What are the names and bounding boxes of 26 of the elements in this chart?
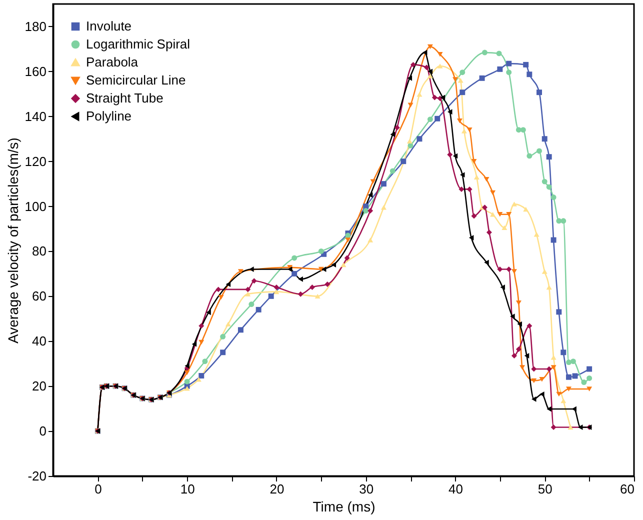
x-tick-label: 30 [359,482,374,496]
legend-label: Semicircular Line [86,72,186,88]
y-tick-label: 120 [24,154,46,169]
legend-label: Logarithmic Spiral [86,36,190,52]
y-axis-title: Average velocity of particles(m/s) [4,138,21,344]
x-tick-label: 60 [620,482,634,496]
legend-label: Straight Tube [86,90,164,106]
x-axis-title: Time (ms) [312,498,376,514]
y-tick-label: 40 [32,334,46,349]
legend-label: Parabola [86,54,139,70]
x-tick-label: 20 [270,482,284,496]
x-tick-label: 0 [94,482,102,496]
y-tick-label: 80 [32,244,46,259]
y-tick-label: 180 [24,18,46,34]
y-tick-label: 60 [32,288,46,304]
y-tick-label: 20 [32,378,46,394]
y-tick-label: -20 [28,468,46,484]
y-tick-label: 140 [24,108,46,124]
x-tick-label: 50 [538,482,552,496]
x-tick-label: 10 [180,482,195,496]
y-tick-label: 0 [39,424,46,439]
y-tick-label: 100 [24,198,46,214]
x-tick-label: 40 [448,482,463,496]
legend-label: Polyline [86,108,132,124]
y-tick-label: 160 [24,64,46,79]
legend-label: Involute [86,18,132,34]
